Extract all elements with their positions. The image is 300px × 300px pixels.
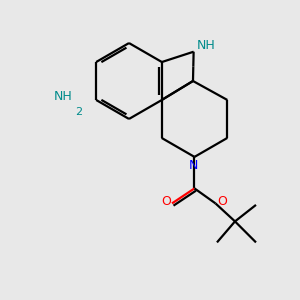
Text: NH: NH (54, 91, 73, 103)
Text: N: N (188, 159, 198, 172)
Text: O: O (161, 195, 171, 208)
Text: O: O (217, 195, 227, 208)
Text: NH: NH (197, 39, 216, 52)
Text: 2: 2 (75, 106, 82, 117)
